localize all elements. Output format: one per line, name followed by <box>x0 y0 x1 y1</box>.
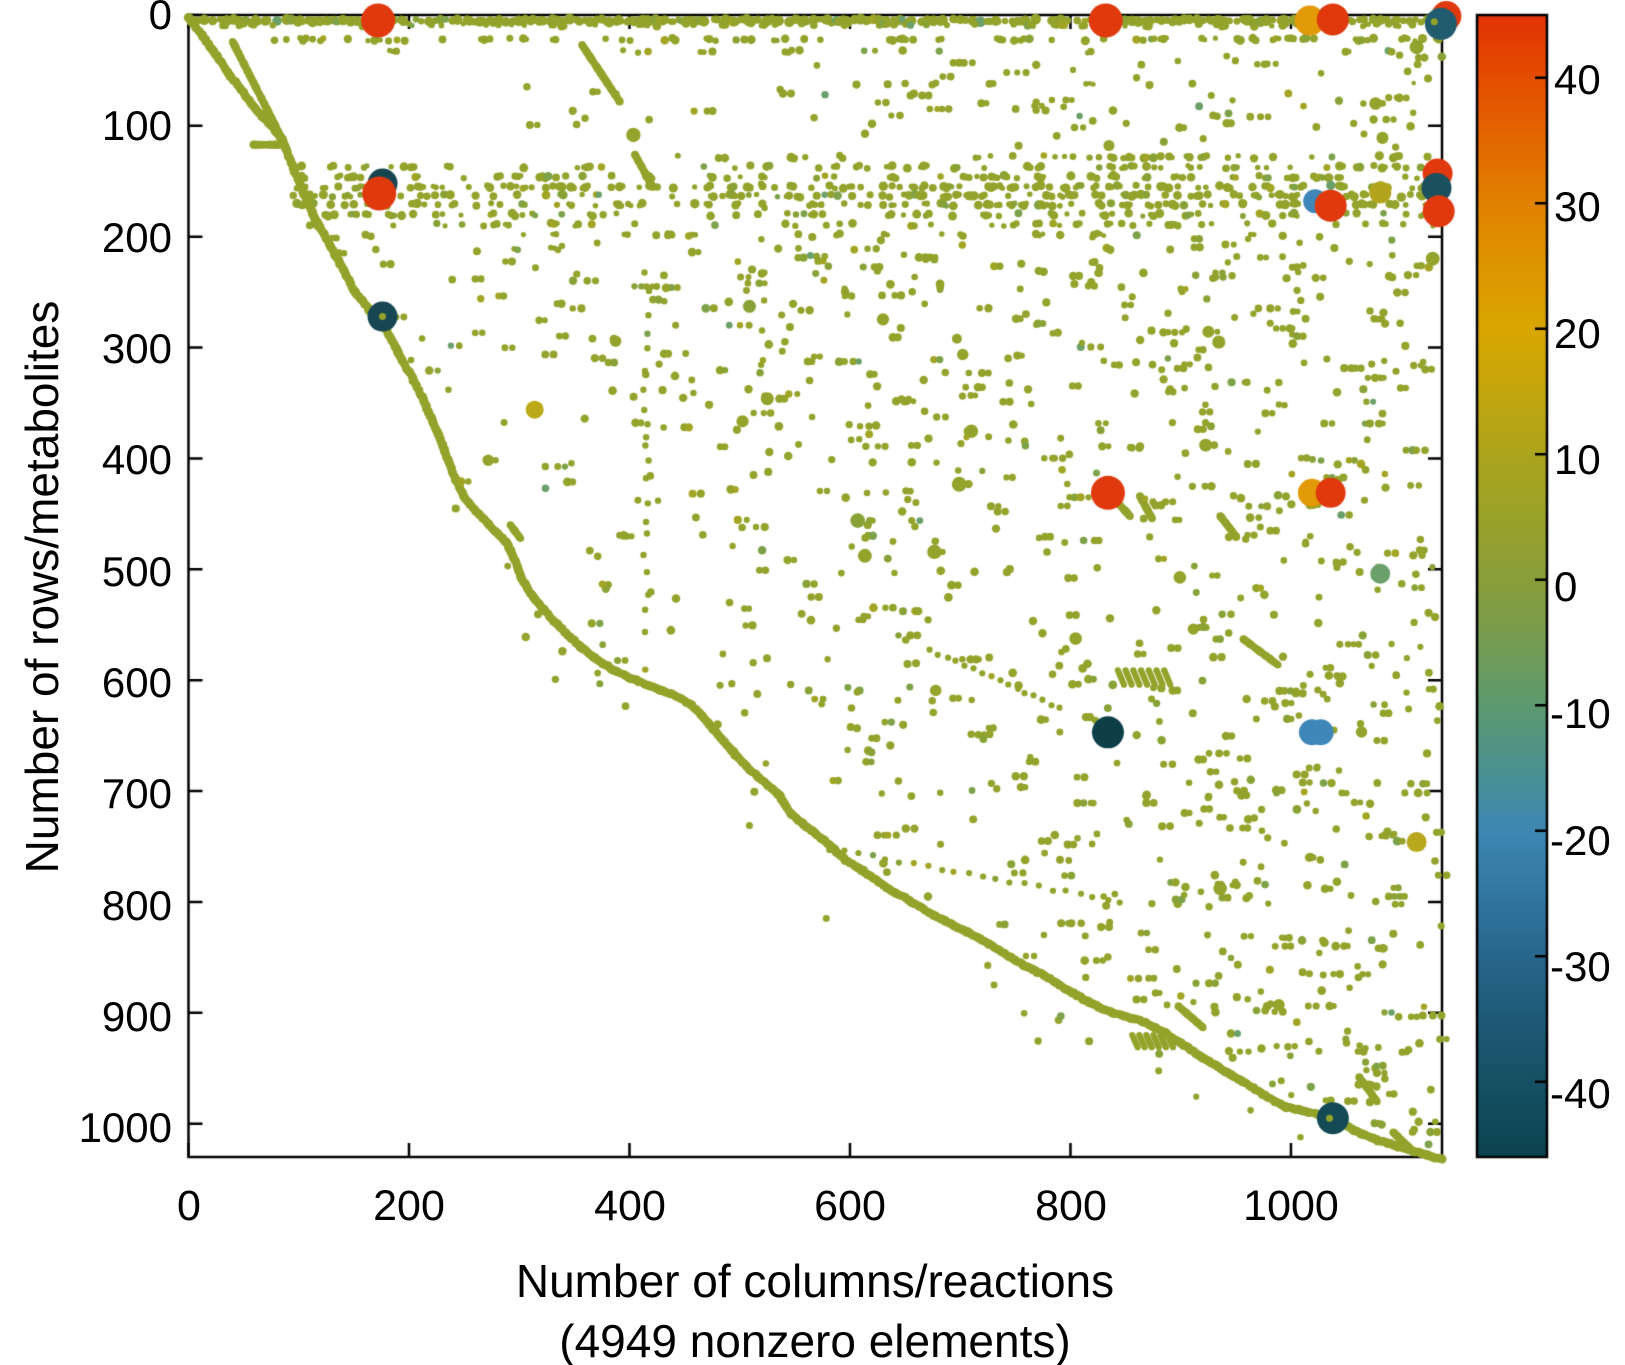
y-tick-label: 900 <box>101 993 172 1040</box>
x-tick-label: 400 <box>594 1182 666 1230</box>
x-axis-subtitle: (4949 nonzero elements) <box>559 1315 1071 1365</box>
y-axis-title: Number of rows/metabolites <box>16 300 68 874</box>
colorbar-tick-label: -30 <box>1550 943 1611 990</box>
y-tick-label: 200 <box>101 214 172 261</box>
colorbar-tick-label: -10 <box>1550 690 1611 737</box>
y-tick-label: 600 <box>101 659 172 706</box>
y-tick-label: 1000 <box>78 1104 172 1151</box>
colorbar-tick-label: 0 <box>1554 563 1578 610</box>
y-tick-label: 400 <box>101 436 172 483</box>
y-tick-label: 100 <box>101 102 172 149</box>
y-tick-label: 300 <box>101 325 172 372</box>
y-tick-label: 800 <box>101 882 172 929</box>
colorbar-tick-label: -20 <box>1550 817 1611 864</box>
x-tick-label: 0 <box>177 1182 201 1230</box>
colorbar-tick-label: 30 <box>1554 183 1601 230</box>
colorbar-tick-label: 40 <box>1554 56 1601 103</box>
x-tick-label: 600 <box>814 1182 886 1230</box>
colorbar-tick-label: 20 <box>1554 310 1601 357</box>
y-tick-label: 700 <box>101 770 172 817</box>
colorbar-tick-label: 10 <box>1554 436 1601 483</box>
colorbar-tick-label: -40 <box>1550 1070 1611 1117</box>
x-tick-label: 800 <box>1035 1182 1107 1230</box>
y-tick-label: 0 <box>148 0 172 38</box>
x-axis-title: Number of columns/reactions <box>515 1255 1115 1307</box>
x-tick-label: 200 <box>373 1182 445 1230</box>
x-tick-label: 1000 <box>1243 1182 1339 1230</box>
y-tick-label: 500 <box>101 548 172 595</box>
